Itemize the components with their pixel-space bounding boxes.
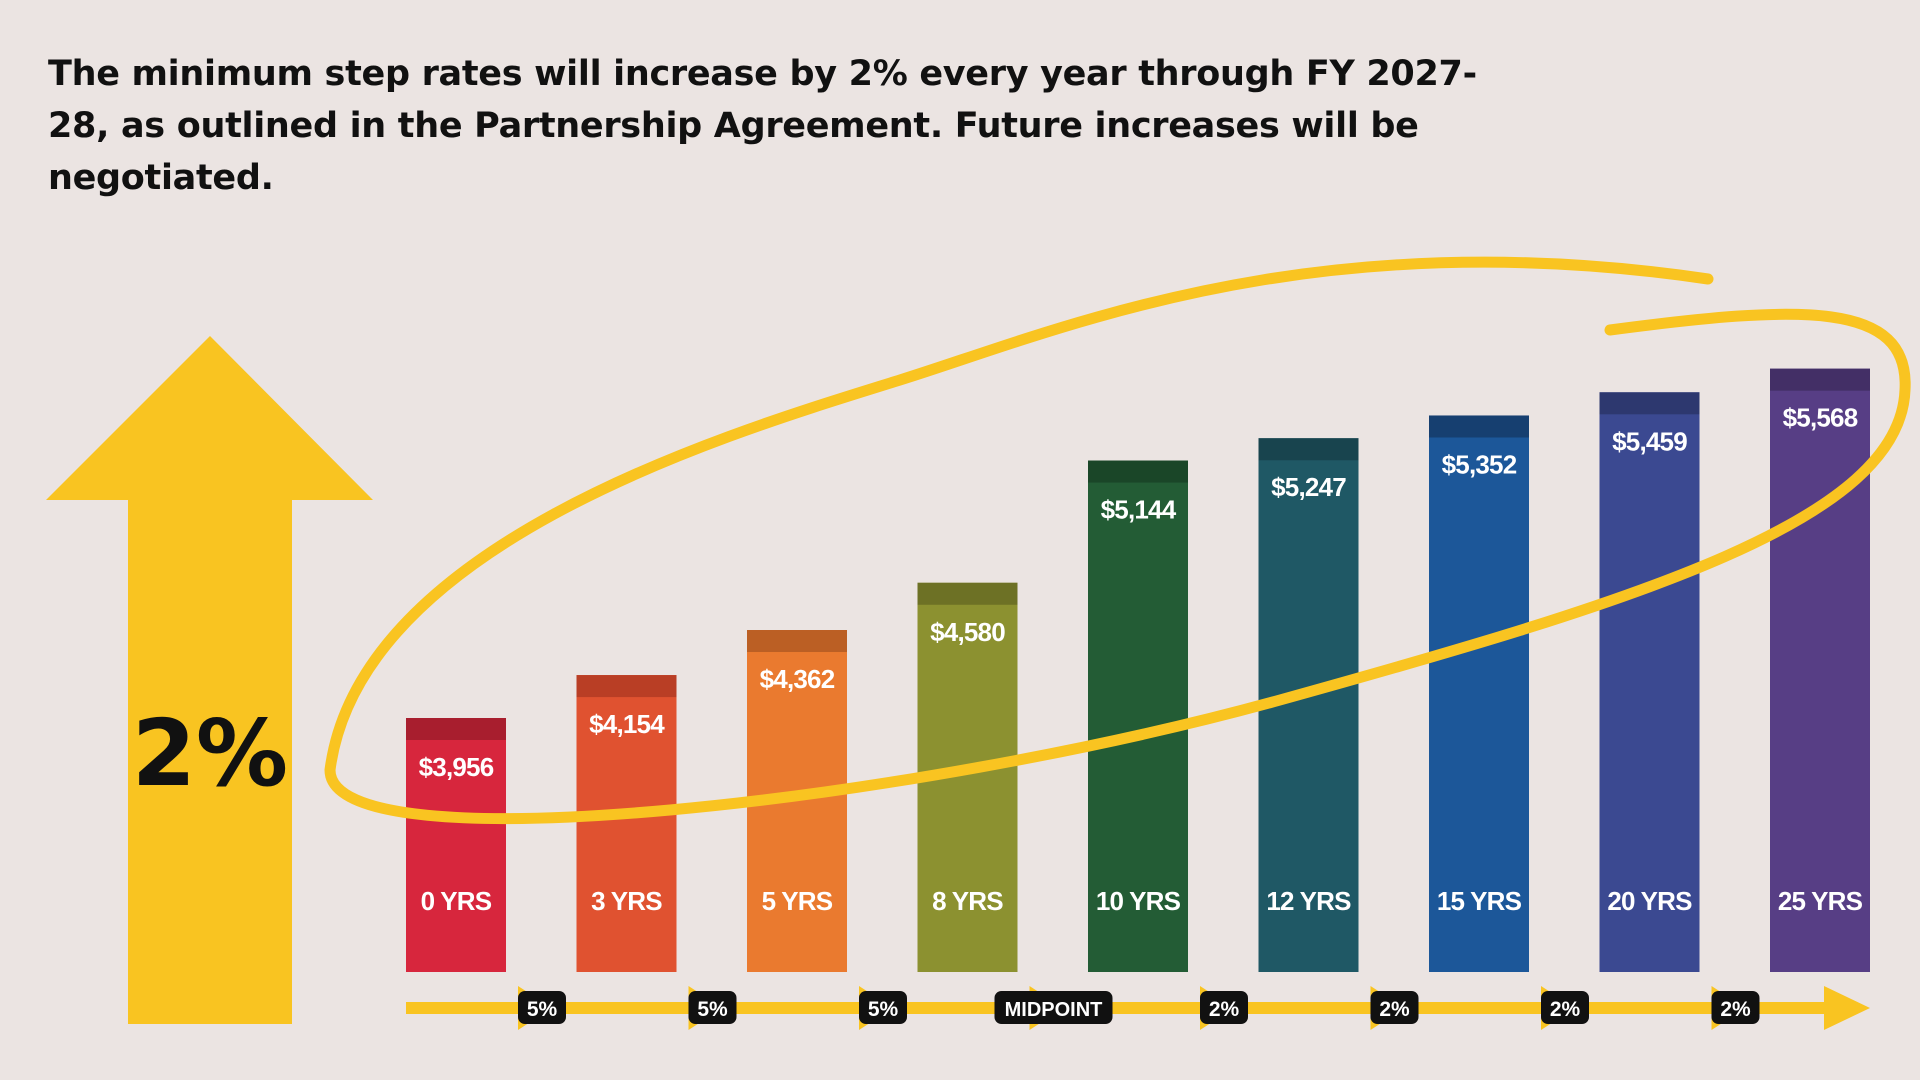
step-increase-label: 2% [1209,998,1240,1021]
bar-category-label: 12 YRS [1266,886,1351,916]
bar-value-label: $3,956 [419,752,494,782]
step-increase-badge [688,991,737,1024]
bar-category-label: 3 YRS [591,886,662,916]
bar-category-label: 20 YRS [1607,886,1692,916]
step-increase-label: 2% [1720,998,1751,1021]
bar-category-label: 0 YRS [421,886,492,916]
bar-value-label: $4,362 [760,664,835,694]
timeline-line [406,1002,1846,1014]
bar-category-label: 5 YRS [762,886,833,916]
step-increase-label: MIDPOINT [1005,999,1103,1021]
step-increase-badge [1370,991,1419,1024]
step-timeline: 5% 5% 5% MIDPOINT 2% 2% 2% 2% [406,986,1870,1030]
step-increase-badge [859,991,907,1024]
bar [1429,415,1529,972]
step-increase-label: 5% [868,998,899,1021]
step-increase-label: 5% [697,998,728,1021]
step-increase-label: 2% [1550,998,1581,1021]
bar-cap [1599,392,1700,415]
bar-category-label: 8 YRS [932,886,1003,916]
step-increase-badge [1541,991,1589,1024]
bar-cap [747,630,847,653]
bar-group: $3,956 0 YRS $4,154 3 YRS $4,362 5 YRS $4,580 8… [406,368,1870,973]
bar-value-label: $5,459 [1612,426,1687,456]
bar-category-label: 25 YRS [1778,886,1863,916]
step-increase-label: 5% [527,998,558,1021]
step-increase-badge [994,991,1113,1024]
bar-cap [1770,368,1870,391]
step-increase-badge [518,991,566,1024]
bar-value-label: $5,247 [1271,472,1346,502]
up-arrow-icon [46,336,373,1024]
bar-value-label: $4,580 [930,617,1005,647]
bar-value-label: $5,352 [1442,449,1517,479]
headline: The minimum step rates will increase by … [48,54,1477,198]
highlight-loop [324,256,1911,825]
bar-cap [406,718,506,740]
bar-cap [1088,460,1188,483]
step-increase-badge [1200,991,1248,1024]
bar-value-label: $4,154 [589,709,665,739]
bar-value-label: $5,568 [1783,403,1858,433]
bar-cap [576,675,677,698]
big-percent-label: 2% [132,700,288,807]
bar [406,718,506,972]
bar-cap [917,582,1018,605]
timeline-arrowhead-icon [1824,986,1870,1030]
bar-value-label: $5,144 [1101,495,1177,525]
bar-cap [1429,415,1529,438]
bar-category-label: 10 YRS [1096,886,1181,916]
bar [1088,460,1188,972]
step-increase-badge [1711,991,1760,1024]
bar [1770,368,1870,973]
bar [1599,392,1700,972]
bar-cap [1258,438,1359,461]
bar-category-label: 15 YRS [1437,886,1522,916]
bar [576,675,677,972]
step-increase-label: 2% [1379,998,1410,1021]
